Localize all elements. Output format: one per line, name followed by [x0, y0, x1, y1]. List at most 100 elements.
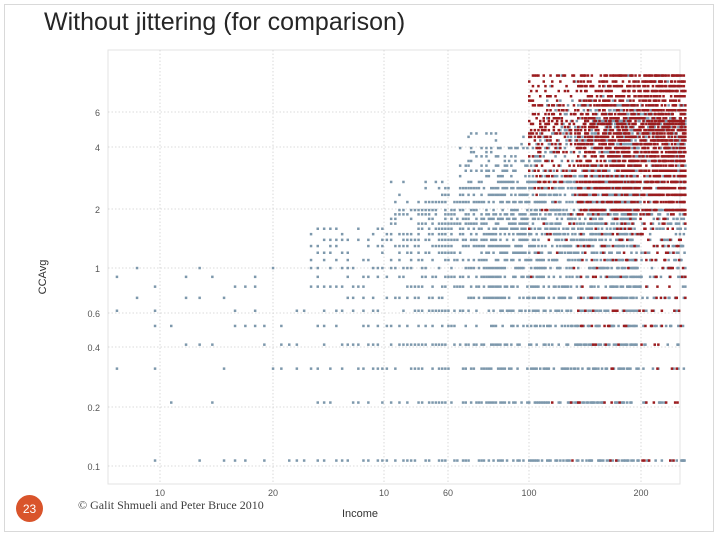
data-point-class-0 — [568, 258, 571, 262]
data-point-class-1 — [643, 117, 646, 120]
data-point-class-0 — [340, 343, 344, 346]
data-point-class-1 — [628, 169, 631, 172]
data-point-class-0 — [605, 459, 609, 462]
data-point-class-0 — [496, 155, 500, 158]
data-point-class-0 — [557, 142, 560, 146]
data-point-class-1 — [572, 122, 576, 126]
data-point-class-0 — [621, 296, 625, 300]
data-point-class-1 — [593, 122, 596, 126]
data-point-class-0 — [555, 266, 559, 270]
data-point-class-1 — [586, 74, 590, 77]
data-point-class-1 — [633, 112, 636, 116]
data-point-class-1 — [546, 139, 549, 142]
data-point-class-0 — [572, 238, 576, 242]
data-point-class-0 — [394, 244, 397, 248]
data-point-class-1 — [652, 208, 656, 212]
data-point-class-1 — [588, 125, 591, 129]
data-point-class-0 — [617, 266, 620, 270]
data-point-class-0 — [329, 238, 332, 242]
data-point-class-1 — [600, 244, 604, 248]
data-point-class-0 — [636, 266, 639, 270]
data-point-class-0 — [431, 275, 434, 279]
data-point-class-1 — [615, 258, 618, 262]
data-point-class-1 — [581, 193, 584, 197]
data-point-class-0 — [494, 285, 498, 288]
data-point-class-0 — [593, 180, 596, 184]
data-point-class-0 — [510, 222, 513, 225]
data-point-class-0 — [514, 217, 517, 221]
data-point-class-0 — [682, 275, 686, 279]
data-point-class-1 — [644, 227, 647, 230]
data-point-class-1 — [626, 258, 629, 262]
data-point-class-0 — [420, 275, 424, 279]
data-point-class-0 — [487, 227, 491, 230]
data-point-class-0 — [450, 208, 453, 212]
data-point-class-0 — [572, 227, 576, 230]
data-point-class-0 — [444, 367, 447, 370]
data-point-class-0 — [602, 459, 605, 462]
data-point-class-1 — [584, 180, 587, 184]
data-point-class-1 — [627, 180, 630, 184]
data-point-class-0 — [578, 208, 581, 212]
data-point-class-1 — [640, 95, 643, 98]
data-point-class-0 — [542, 285, 545, 288]
data-point-class-0 — [450, 222, 453, 225]
data-point-class-1 — [653, 122, 656, 126]
data-point-class-0 — [547, 232, 551, 236]
data-point-class-0 — [367, 324, 370, 328]
data-point-class-0 — [450, 275, 453, 279]
data-point-class-0 — [555, 208, 559, 212]
data-point-class-1 — [572, 222, 576, 225]
data-point-class-0 — [552, 258, 556, 262]
data-point-class-1 — [613, 112, 617, 116]
data-point-class-0 — [510, 324, 513, 328]
data-point-class-0 — [613, 244, 617, 248]
data-point-class-0 — [578, 238, 581, 242]
data-point-class-1 — [539, 104, 542, 107]
data-point-class-1 — [604, 132, 607, 135]
data-point-class-0 — [612, 222, 616, 225]
data-point-class-1 — [537, 135, 540, 139]
data-point-class-1 — [602, 186, 605, 190]
data-point-class-0 — [563, 112, 567, 116]
data-point-class-0 — [597, 296, 600, 300]
data-point-class-0 — [431, 296, 434, 300]
data-point-class-0 — [362, 459, 365, 462]
data-point-class-0 — [590, 343, 594, 346]
data-point-class-0 — [557, 296, 560, 300]
data-point-class-0 — [676, 150, 679, 154]
data-point-class-0 — [579, 309, 583, 312]
data-point-class-0 — [554, 109, 557, 112]
data-point-class-1 — [666, 169, 669, 172]
data-point-class-0 — [487, 169, 491, 172]
data-point-class-1 — [537, 104, 540, 107]
data-point-class-1 — [642, 309, 645, 312]
data-point-class-0 — [667, 142, 670, 146]
data-point-class-0 — [351, 296, 355, 300]
data-point-class-0 — [602, 401, 605, 404]
data-point-class-0 — [681, 150, 684, 154]
data-point-class-0 — [569, 244, 573, 248]
data-point-class-0 — [499, 275, 502, 279]
data-point-class-0 — [669, 324, 673, 328]
data-point-class-1 — [604, 99, 607, 102]
data-point-class-0 — [542, 275, 545, 279]
data-point-class-1 — [656, 142, 659, 146]
data-point-class-0 — [522, 238, 525, 242]
data-point-class-1 — [579, 232, 583, 236]
data-point-class-1 — [664, 99, 667, 102]
data-point-class-1 — [666, 227, 669, 230]
data-point-class-1 — [679, 238, 682, 242]
data-point-class-0 — [487, 401, 491, 404]
data-point-class-0 — [494, 164, 498, 167]
data-point-class-0 — [647, 125, 650, 129]
data-point-class-0 — [444, 251, 447, 254]
data-point-class-1 — [637, 180, 640, 184]
data-point-class-0 — [271, 367, 275, 370]
data-point-class-0 — [447, 186, 450, 190]
data-point-class-0 — [480, 401, 483, 404]
data-point-class-0 — [501, 174, 504, 178]
data-point-class-1 — [590, 84, 594, 88]
data-point-class-0 — [595, 117, 599, 120]
data-point-class-1 — [663, 132, 666, 135]
